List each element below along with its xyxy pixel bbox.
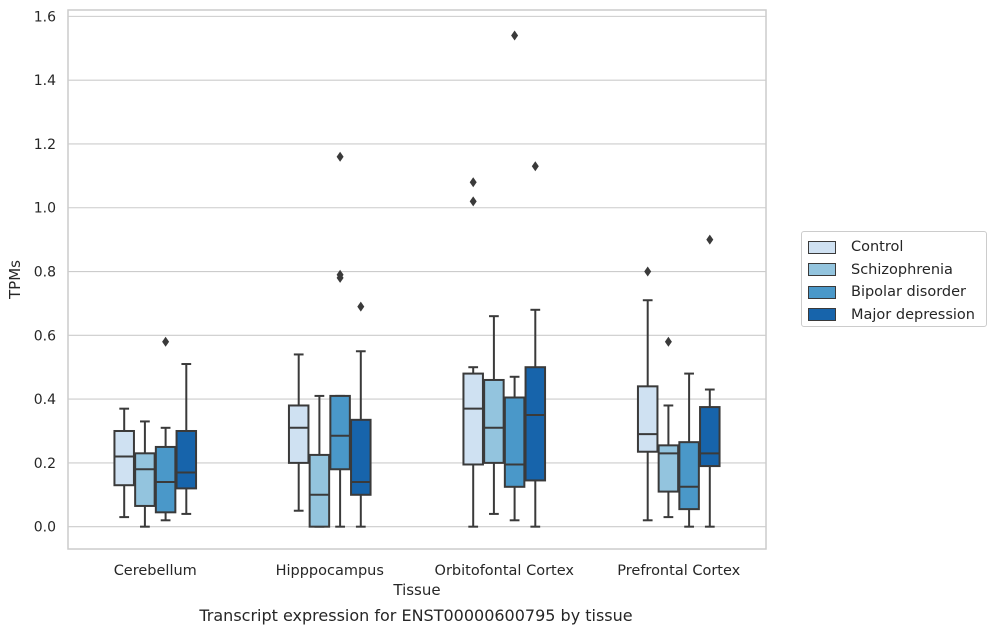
box-body — [350, 418, 372, 496]
legend-label-major-depression: Major depression — [851, 306, 975, 323]
legend-item-schizophrenia: Schizophrenia — [808, 259, 986, 282]
outlier-point — [336, 151, 344, 162]
outlier-point — [469, 177, 477, 188]
box-body — [636, 385, 659, 453]
legend-swatch-schizophrenia — [808, 263, 836, 277]
box-prefrontal-cortex-schizophrenia — [657, 336, 680, 519]
box-plot-chart: 0.0 0.2 0.4 0.6 0.8 1.0 1.2 1.4 1.6 Cerebellum Hip… — [6, 9, 767, 599]
outlier-point — [644, 266, 652, 277]
box-cerebellum-control — [113, 407, 135, 519]
x-axis-label: Tissue — [392, 581, 440, 599]
box-cerebellum-major-depression — [175, 363, 198, 515]
legend-swatch-major-depression — [808, 308, 836, 322]
box-orbitofontal-cortex-control — [462, 177, 484, 528]
box-body — [329, 394, 351, 471]
box-body — [678, 441, 700, 511]
legend-item-major-depression: Major depression — [808, 304, 986, 327]
legend-label-control: Control — [851, 239, 904, 256]
box-orbitofontal-cortex-schizophrenia — [483, 315, 505, 515]
legend-label-schizophrenia: Schizophrenia — [851, 261, 953, 278]
y-axis-label: TPMs — [6, 260, 24, 300]
box-hipppocampus-control — [287, 353, 310, 512]
box-body — [524, 366, 547, 482]
legend-item-bipolar-disorder: Bipolar disorder — [808, 281, 986, 304]
box-body — [308, 453, 331, 528]
box-cerebellum-bipolar-disorder — [154, 336, 177, 522]
box-body — [657, 444, 680, 493]
box-body — [154, 445, 177, 514]
outlier-point — [357, 301, 365, 312]
box-orbitofontal-cortex-bipolar-disorder — [503, 30, 526, 522]
outlier-point — [162, 336, 170, 347]
box-cerebellum-schizophrenia — [134, 420, 156, 528]
box-body — [483, 378, 505, 464]
outlier-point — [511, 30, 519, 41]
outlier-point — [664, 336, 672, 347]
plot-frame — [67, 9, 767, 550]
outlier-point — [469, 196, 477, 207]
y-tick-label: 1.0 — [34, 201, 56, 217]
box-prefrontal-cortex-major-depression — [699, 234, 721, 528]
box-orbitofontal-cortex-major-depression — [524, 161, 547, 528]
x-tick-label-orbitofontal-cortex: Orbitofontal Cortex — [435, 563, 575, 579]
outlier-point — [336, 269, 344, 280]
figure-caption: Transcript expression for ENST0000060079… — [199, 606, 633, 625]
legend-item-control: Control — [808, 236, 986, 259]
legend-label-bipolar-disorder: Bipolar disorder — [851, 284, 966, 301]
x-tick-label-hipppocampus: Hipppocampus — [276, 563, 384, 579]
y-tick-label: 0.0 — [34, 520, 56, 536]
box-hipppocampus-bipolar-disorder — [329, 151, 351, 528]
box-hipppocampus-major-depression — [350, 301, 372, 528]
y-tick-label: 1.2 — [34, 137, 56, 153]
outlier-point — [706, 234, 714, 245]
x-tick-label-cerebellum: Cerebellum — [114, 563, 197, 579]
box-body — [287, 404, 310, 464]
y-tick-label: 0.2 — [34, 456, 56, 472]
y-tick-label: 0.6 — [34, 328, 56, 344]
box-body — [699, 406, 721, 468]
x-tick-label-prefrontal-cortex: Prefrontal Cortex — [617, 563, 740, 579]
y-tick-label: 1.4 — [34, 73, 56, 89]
legend: Control Schizophrenia Bipolar disorder M… — [801, 231, 987, 327]
box-body — [113, 429, 135, 487]
box-body — [462, 372, 484, 466]
box-prefrontal-cortex-bipolar-disorder — [678, 372, 700, 528]
y-tick-label: 0.4 — [34, 392, 56, 408]
box-body — [175, 429, 198, 490]
y-tick-label: 1.6 — [34, 9, 56, 25]
box-body — [503, 396, 526, 488]
outlier-point — [531, 161, 539, 172]
legend-swatch-control — [808, 240, 836, 254]
box-prefrontal-cortex-control — [636, 266, 659, 522]
box-hipppocampus-schizophrenia — [308, 394, 331, 528]
box-body — [134, 452, 156, 507]
y-tick-label: 0.8 — [34, 265, 56, 281]
legend-swatch-bipolar-disorder — [808, 285, 836, 299]
